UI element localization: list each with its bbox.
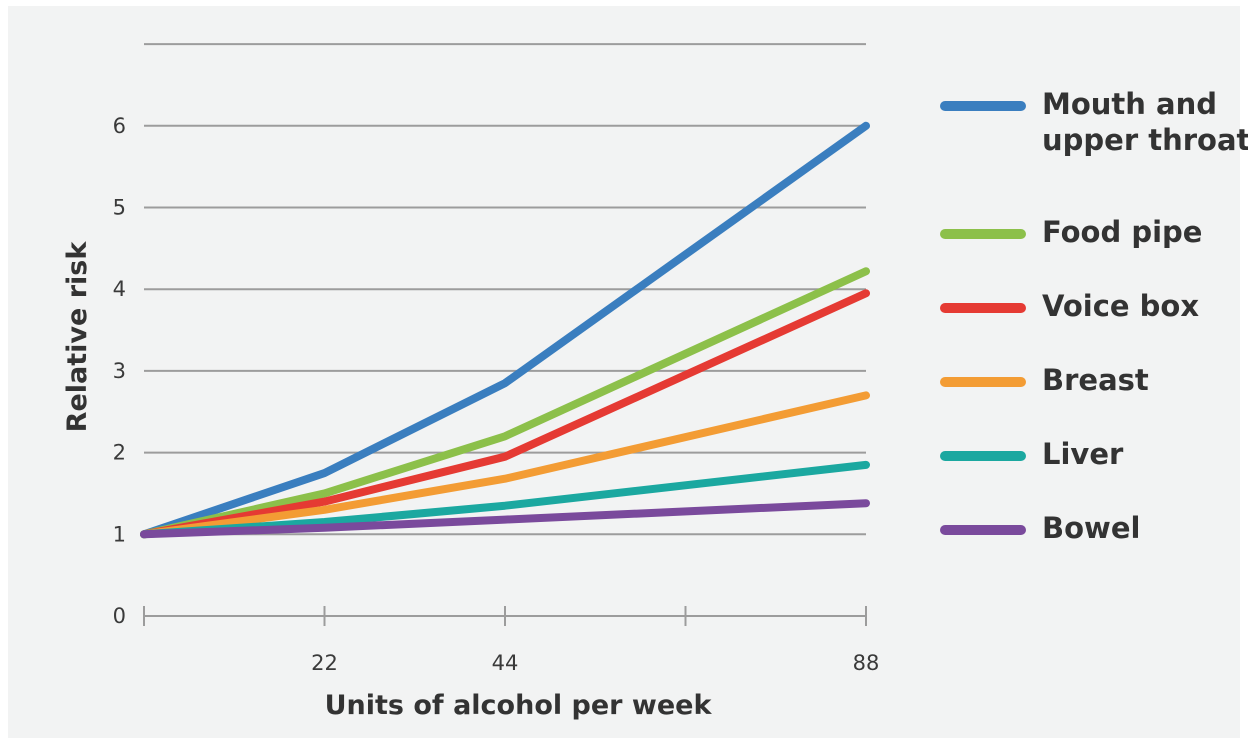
legend-swatch xyxy=(940,101,1026,111)
series-lines xyxy=(140,121,870,539)
y-tick-label: 2 xyxy=(113,441,126,465)
y-tick-label: 5 xyxy=(113,196,126,220)
legend-swatch xyxy=(940,303,1026,313)
x-tick-label: 44 xyxy=(492,651,519,675)
legend-swatch xyxy=(940,451,1026,461)
y-tick-label: 6 xyxy=(113,114,126,138)
y-tick-label: 4 xyxy=(113,277,126,301)
x-tick-label: 22 xyxy=(311,651,338,675)
x-axis xyxy=(143,606,867,626)
y-tick-label: 1 xyxy=(113,522,126,546)
series-line-food-pipe xyxy=(140,267,870,539)
legend-label: Food pipe xyxy=(1042,215,1203,249)
legend-label: Voice box xyxy=(1042,289,1200,323)
x-axis-title: Units of alcohol per week xyxy=(325,690,713,721)
y-tick-label: 3 xyxy=(113,359,126,383)
series-line-breast xyxy=(140,391,870,539)
y-axis-title: Relative risk xyxy=(62,241,93,433)
legend-label: Liver xyxy=(1042,437,1124,471)
legend-label: Bowel xyxy=(1042,511,1141,545)
y-tick-label: 0 xyxy=(113,604,126,628)
series-line-bowel xyxy=(140,499,870,539)
legend-swatch xyxy=(940,525,1026,535)
x-tick-label: 88 xyxy=(853,651,880,675)
legend-swatch xyxy=(940,377,1026,387)
tick-labels: 0 1 2 3 4 5 6 22 44 88 xyxy=(113,114,880,675)
legend-label: Breast xyxy=(1042,363,1149,397)
legend-label: Mouth and upper throat xyxy=(1042,87,1248,157)
legend-swatch xyxy=(940,229,1026,239)
chart-frame: 0 1 2 3 4 5 6 22 44 88 Units of alcohol per week … xyxy=(8,6,1248,738)
series-line-voice-box xyxy=(140,289,870,539)
series-line-mouth-and-upper-throat xyxy=(140,121,870,539)
gridlines xyxy=(144,43,866,536)
